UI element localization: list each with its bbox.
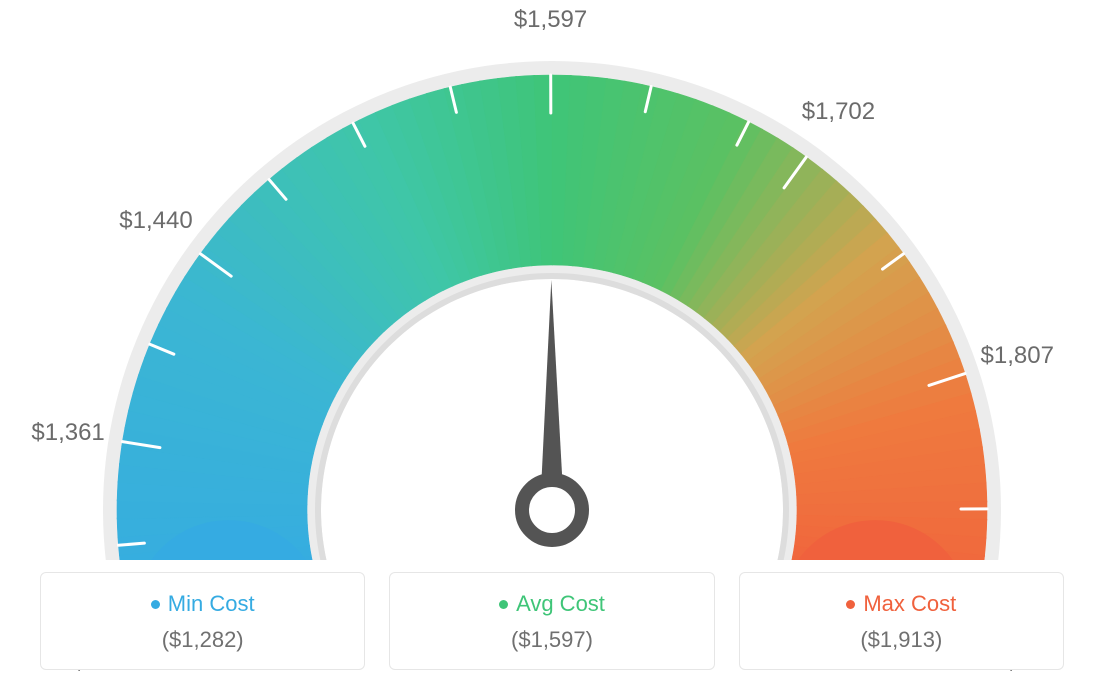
legend-card-min: Min Cost ($1,282) — [40, 572, 365, 670]
legend-label-avg: Avg Cost — [516, 591, 605, 617]
gauge-tick-label: $1,702 — [802, 98, 875, 126]
gauge-tick-label: $1,440 — [119, 207, 192, 235]
legend-dot-avg — [499, 600, 508, 609]
legend-dot-min — [151, 600, 160, 609]
gauge-area: $1,282$1,361$1,440$1,597$1,702$1,807$1,9… — [0, 0, 1104, 560]
gauge-tick-label: $1,807 — [981, 342, 1054, 370]
gauge-svg — [0, 0, 1104, 560]
legend-row: Min Cost ($1,282) Avg Cost ($1,597) Max … — [0, 572, 1104, 670]
legend-value-max: ($1,913) — [750, 627, 1053, 653]
legend-card-avg: Avg Cost ($1,597) — [389, 572, 714, 670]
legend-title-max: Max Cost — [846, 591, 956, 617]
gauge-chart-container: $1,282$1,361$1,440$1,597$1,702$1,807$1,9… — [0, 0, 1104, 690]
legend-value-min: ($1,282) — [51, 627, 354, 653]
legend-value-avg: ($1,597) — [400, 627, 703, 653]
legend-label-min: Min Cost — [168, 591, 255, 617]
legend-title-avg: Avg Cost — [499, 591, 605, 617]
legend-dot-max — [846, 600, 855, 609]
legend-card-max: Max Cost ($1,913) — [739, 572, 1064, 670]
gauge-tick-label: $1,597 — [514, 6, 587, 34]
legend-label-max: Max Cost — [863, 591, 956, 617]
legend-title-min: Min Cost — [151, 591, 255, 617]
gauge-tick-label: $1,361 — [31, 419, 104, 447]
